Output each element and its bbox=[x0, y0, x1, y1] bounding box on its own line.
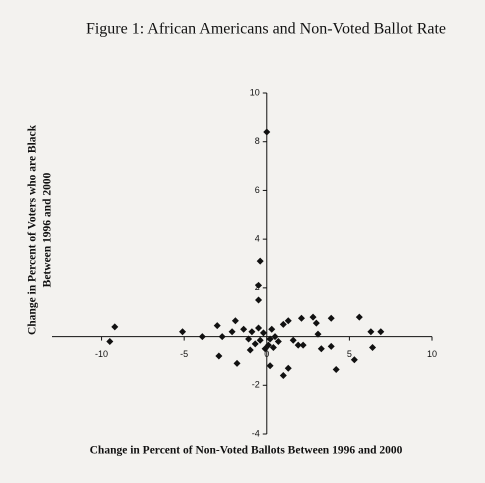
point bbox=[198, 333, 206, 341]
point bbox=[259, 329, 267, 337]
point bbox=[111, 323, 119, 331]
x-tick-label: 5 bbox=[347, 349, 352, 359]
point bbox=[231, 317, 239, 325]
point bbox=[327, 314, 335, 322]
point bbox=[256, 257, 264, 265]
point bbox=[106, 337, 114, 345]
point bbox=[266, 362, 274, 370]
point bbox=[284, 317, 292, 325]
point bbox=[233, 359, 241, 367]
y-tick-label: 4 bbox=[255, 234, 260, 244]
point bbox=[213, 322, 221, 330]
point bbox=[327, 342, 335, 350]
point bbox=[297, 314, 305, 322]
y-axis-label: Between 1996 and 2000 bbox=[42, 172, 54, 287]
point bbox=[312, 319, 320, 327]
point bbox=[251, 340, 259, 348]
y-tick-label: -4 bbox=[252, 428, 260, 438]
y-tick-label: 10 bbox=[250, 87, 260, 97]
point bbox=[284, 364, 292, 372]
point bbox=[248, 328, 256, 336]
point bbox=[289, 336, 297, 344]
x-tick-label: 0 bbox=[264, 349, 269, 359]
chart-title: Figure 1: African Americans and Non-Vote… bbox=[86, 21, 446, 38]
x-axis-label: Change in Percent of Non-Voted Ballots B… bbox=[90, 445, 403, 457]
point bbox=[179, 328, 187, 336]
y-tick-label: -2 bbox=[252, 380, 260, 390]
x-tick-label: -5 bbox=[180, 349, 188, 359]
point bbox=[294, 341, 302, 349]
point bbox=[256, 336, 264, 344]
point bbox=[246, 346, 254, 354]
point bbox=[309, 313, 317, 321]
point bbox=[355, 313, 363, 321]
y-axis-label: Change in Percent of Voters who are Blac… bbox=[27, 124, 39, 335]
y-tick-label: 6 bbox=[255, 185, 260, 195]
point bbox=[266, 335, 274, 343]
point bbox=[279, 372, 287, 380]
x-tick-label: 10 bbox=[427, 349, 437, 359]
point bbox=[255, 281, 263, 289]
point bbox=[263, 128, 271, 136]
point bbox=[255, 296, 263, 304]
point bbox=[228, 328, 236, 336]
point bbox=[279, 320, 287, 328]
point bbox=[369, 344, 377, 352]
y-tick-label: 8 bbox=[255, 136, 260, 146]
point bbox=[268, 325, 276, 333]
point bbox=[240, 325, 248, 333]
point bbox=[255, 324, 263, 332]
x-tick-label: -10 bbox=[95, 349, 108, 359]
point bbox=[317, 345, 325, 353]
point bbox=[367, 328, 375, 336]
point bbox=[314, 330, 322, 338]
point bbox=[218, 333, 226, 341]
point bbox=[245, 335, 253, 343]
point bbox=[264, 341, 272, 349]
point bbox=[274, 337, 282, 345]
point bbox=[377, 328, 385, 336]
point bbox=[299, 341, 307, 349]
point bbox=[215, 352, 223, 360]
point bbox=[350, 356, 358, 364]
point bbox=[269, 344, 277, 352]
point bbox=[332, 365, 340, 373]
point bbox=[271, 333, 279, 341]
